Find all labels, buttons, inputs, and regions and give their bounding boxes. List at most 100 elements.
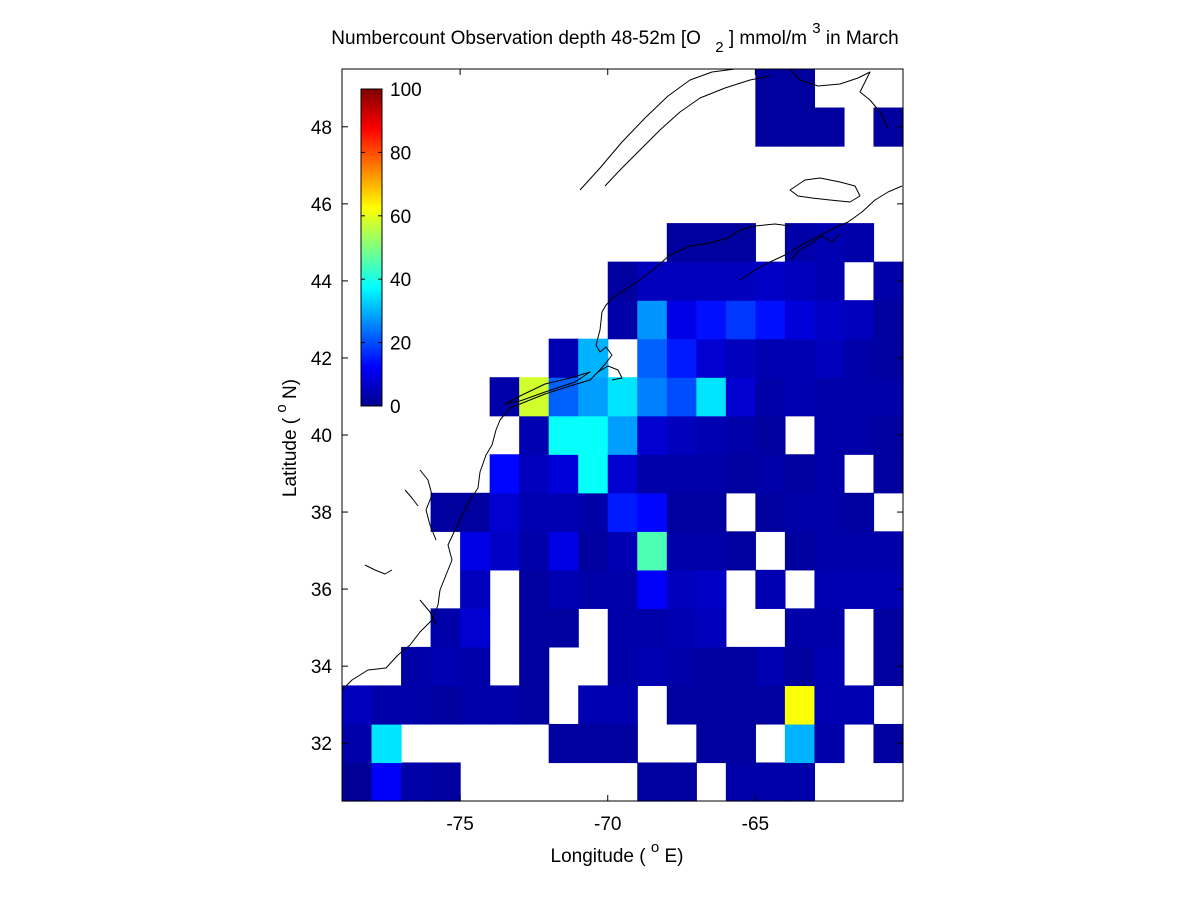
heatmap-cell (843, 685, 875, 725)
heatmap-cell (814, 415, 845, 455)
heatmap-cell (637, 492, 668, 532)
heatmap-cell (784, 377, 816, 417)
heatmap-cell (784, 261, 816, 301)
heatmap-cell (666, 454, 697, 494)
heatmap-cell (696, 646, 727, 687)
heatmap-cell (607, 300, 638, 340)
heatmap-cell (607, 377, 638, 417)
heatmap-cell (371, 685, 402, 725)
heatmap-cell (578, 569, 609, 609)
heatmap-cell (755, 107, 786, 147)
coastline-us-east (341, 223, 791, 691)
y-tick-label: 44 (311, 272, 333, 293)
heatmap-cell (696, 685, 727, 725)
heatmap-cell (696, 415, 727, 455)
heatmap-cell (519, 415, 550, 455)
heatmap-cell (666, 569, 697, 609)
heatmap-cell (430, 646, 461, 687)
x-axis-title-degree: o (651, 839, 659, 856)
heatmap-cell (784, 69, 816, 109)
heatmap-cell (607, 415, 638, 455)
heatmap-cell (725, 415, 756, 455)
heatmap-cell (666, 223, 697, 263)
heatmap-cell (696, 492, 727, 532)
heatmap-cell (755, 492, 786, 532)
heatmap-cell (371, 762, 402, 802)
heatmap-cell (637, 454, 668, 494)
heatmap-cell (607, 608, 638, 648)
heatmap-cell (784, 338, 816, 378)
coastline-pamlico (364, 564, 437, 626)
heatmap-cell (814, 261, 845, 301)
heatmap-cell (843, 223, 875, 263)
heatmap-cell (666, 415, 697, 455)
heatmap-cell (814, 300, 845, 340)
heatmap-cell (755, 685, 786, 725)
heatmap-cell (519, 646, 550, 687)
heatmap-cell (637, 338, 668, 378)
heatmap-cell (784, 531, 816, 571)
heatmap-cell (607, 723, 638, 764)
heatmap-cell (784, 300, 816, 340)
heatmap-cell (519, 377, 550, 417)
heatmap-cell (578, 338, 609, 378)
heatmap-cell (548, 569, 579, 609)
heatmap-cell (784, 492, 816, 532)
heatmap-cell (814, 338, 845, 378)
heatmap-cell (843, 377, 875, 417)
heatmap-cell (489, 492, 520, 532)
heatmap-cell (607, 531, 638, 571)
heatmap-cell (725, 377, 756, 417)
heatmap-cell (666, 338, 697, 378)
heatmap-cell (755, 454, 786, 494)
heatmap-cell (637, 646, 668, 687)
heatmap-cell (725, 531, 756, 571)
heatmap-cell (607, 492, 638, 532)
heatmap-cell (784, 762, 816, 802)
heatmap-cell (725, 261, 756, 301)
heatmap-cell (814, 107, 845, 147)
heatmap-cell (814, 492, 845, 532)
y-tick-label: 32 (311, 734, 332, 755)
heatmap-cell (401, 762, 432, 802)
heatmap-cell (460, 492, 491, 532)
heatmap-cell (725, 685, 756, 725)
heatmap-cell (814, 685, 845, 725)
y-axis-title-degree: o (273, 404, 290, 412)
heatmap-cell (460, 685, 491, 725)
heatmap-cell (666, 531, 697, 571)
heatmap-cell (460, 608, 491, 648)
heatmap-cell (814, 569, 845, 609)
heatmap-cell (725, 646, 756, 687)
heatmap-cells (342, 69, 904, 802)
heatmap-cell (548, 492, 579, 532)
heatmap-cell (666, 492, 697, 532)
heatmap-cell (873, 608, 904, 648)
heatmap-cell (755, 646, 786, 687)
heatmap-cell (637, 569, 668, 609)
x-axis-title-pre: Longitude ( (551, 846, 651, 867)
heatmap-cell (666, 608, 697, 648)
heatmap-cell (696, 338, 727, 378)
y-tick-label: 48 (311, 118, 332, 139)
heatmap-cell (607, 569, 638, 609)
heatmap-cell (666, 261, 697, 301)
heatmap-cell (519, 685, 550, 725)
heatmap-cell (578, 454, 609, 494)
coastline-gulf-st-lawrence (579, 68, 771, 191)
colorbar-tick-label: 40 (390, 270, 411, 291)
plot-area: -75 -70 -65 32 34 36 38 40 42 44 46 48 (311, 68, 904, 835)
heatmap-cell (873, 300, 904, 340)
heatmap-cell (430, 492, 461, 532)
heatmap-cell (873, 531, 904, 571)
x-tick-label: -70 (594, 814, 621, 835)
heatmap-cell (430, 762, 461, 802)
heatmap-cell (725, 300, 756, 340)
heatmap-cell (519, 569, 550, 609)
heatmap-cell (548, 723, 579, 764)
heatmap-cell (696, 723, 727, 764)
title-superscript: 3 (812, 20, 820, 37)
heatmap-cell (755, 261, 786, 301)
coastline-cape-breton (789, 177, 861, 203)
